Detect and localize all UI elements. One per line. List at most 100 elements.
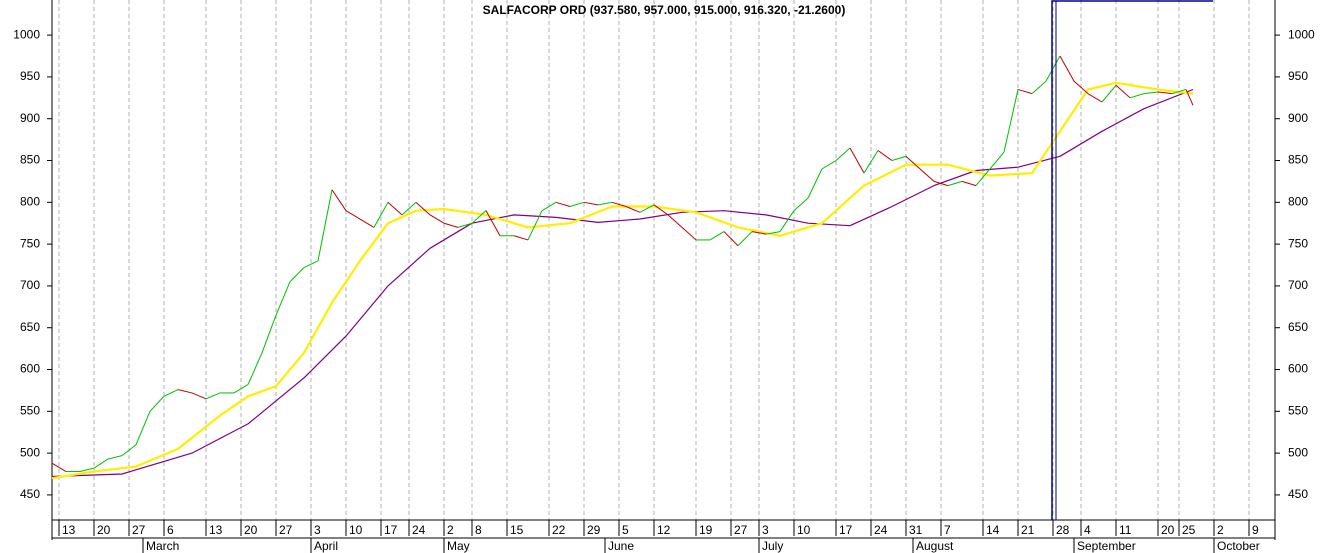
x-tick-label: 25 xyxy=(1182,523,1196,537)
y-tick-label: 700 xyxy=(1288,278,1308,292)
price-segment xyxy=(1017,88,1033,95)
x-tick-label: 24 xyxy=(874,523,888,537)
price-segment xyxy=(793,197,809,212)
x-tick-label: 20 xyxy=(244,523,258,537)
y-tick-label: 450 xyxy=(20,487,40,501)
price-segment xyxy=(905,155,921,170)
x-tick-label: 21 xyxy=(1021,523,1035,537)
y-tick-label: 550 xyxy=(20,403,40,417)
price-segment xyxy=(1115,84,1131,99)
month-label: June xyxy=(608,539,634,553)
price-segment xyxy=(1003,89,1019,153)
moving-average-line xyxy=(51,81,1194,480)
price-segment xyxy=(737,231,753,247)
price-segment xyxy=(275,281,291,316)
y-tick-label: 550 xyxy=(1288,403,1308,417)
price-segment xyxy=(821,160,837,170)
price-segment xyxy=(1185,89,1194,106)
price-segment xyxy=(457,222,473,228)
x-tick-label: 12 xyxy=(657,523,671,537)
y-tick-label: 800 xyxy=(1288,194,1308,208)
x-tick-label: 11 xyxy=(1119,523,1132,537)
price-segment xyxy=(933,180,949,187)
y-tick-label: 950 xyxy=(20,69,40,83)
price-segment xyxy=(667,214,683,228)
y-tick-label: 1000 xyxy=(1288,27,1315,41)
x-tick-label: 6 xyxy=(167,523,174,537)
price-segment xyxy=(765,231,781,235)
price-segment xyxy=(373,202,389,228)
price-segment xyxy=(541,201,557,212)
x-tick-label: 28 xyxy=(1056,523,1070,537)
y-tick-label: 650 xyxy=(1288,320,1308,334)
price-segment xyxy=(415,201,431,216)
price-segment xyxy=(513,235,529,241)
x-tick-label: 7 xyxy=(944,523,951,537)
price-segment xyxy=(849,147,865,174)
price-segment xyxy=(331,189,347,211)
x-tick-label: 27 xyxy=(132,523,146,537)
price-segment xyxy=(177,389,193,394)
price-segment xyxy=(1059,55,1075,82)
moving-average-line xyxy=(51,88,1194,478)
price-segment xyxy=(891,155,907,161)
price-segment xyxy=(1157,91,1173,95)
x-tick-label: 2 xyxy=(447,523,454,537)
price-segment xyxy=(639,204,655,213)
price-segment xyxy=(807,168,823,199)
y-tick-label: 750 xyxy=(20,236,40,250)
price-segment xyxy=(1073,80,1089,95)
price-segment xyxy=(625,206,641,213)
y-tick-label: 700 xyxy=(20,278,40,292)
y-tick-label: 900 xyxy=(20,111,40,125)
x-tick-label: 20 xyxy=(1161,523,1175,537)
x-tick-label: 27 xyxy=(279,523,293,537)
y-tick-label: 600 xyxy=(20,362,40,376)
price-segment xyxy=(1045,55,1061,82)
x-tick-label: 2 xyxy=(1217,523,1224,537)
x-tick-label: 27 xyxy=(734,523,748,537)
x-tick-label: 4 xyxy=(1084,523,1091,537)
price-segment xyxy=(835,147,851,161)
price-segment xyxy=(93,458,109,469)
month-label: July xyxy=(762,539,783,553)
price-segment xyxy=(149,395,165,412)
price-segment xyxy=(597,201,613,206)
price-segment xyxy=(681,227,697,241)
price-segment xyxy=(751,231,767,235)
price-segment xyxy=(233,384,249,394)
price-segment xyxy=(1087,93,1103,103)
y-tick-label: 750 xyxy=(1288,236,1308,250)
price-segment xyxy=(443,222,459,228)
selection-bracket xyxy=(1051,0,1213,520)
month-label: May xyxy=(447,539,470,553)
y-tick-label: 850 xyxy=(20,153,40,167)
price-segment xyxy=(163,389,179,397)
x-tick-label: 3 xyxy=(762,523,769,537)
y-tick-label: 1000 xyxy=(13,27,40,41)
price-segment xyxy=(429,214,445,224)
x-tick-label: 10 xyxy=(349,523,363,537)
price-segment xyxy=(247,352,263,385)
chart-title: SALFACORP ORD (937.580, 957.000, 915.000… xyxy=(483,3,846,17)
month-label: April xyxy=(314,539,338,553)
price-segment xyxy=(471,210,487,224)
price-segment xyxy=(1143,91,1159,95)
price-segment xyxy=(79,467,95,472)
price-segment xyxy=(1171,88,1187,95)
x-tick-label: 5 xyxy=(622,523,629,537)
price-segment xyxy=(485,210,501,236)
price-segment xyxy=(779,210,795,232)
y-tick-label: 950 xyxy=(1288,69,1308,83)
x-tick-label: 29 xyxy=(587,523,601,537)
price-segment xyxy=(863,150,879,174)
x-tick-label: 24 xyxy=(412,523,426,537)
y-tick-label: 800 xyxy=(20,194,40,208)
x-tick-label: 13 xyxy=(62,523,76,537)
x-tick-label: 17 xyxy=(384,523,398,537)
y-tick-label: 850 xyxy=(1288,153,1308,167)
price-segment xyxy=(1129,93,1145,99)
price-segment xyxy=(961,180,977,187)
price-segment xyxy=(387,201,403,216)
x-tick-label: 31 xyxy=(909,523,923,537)
